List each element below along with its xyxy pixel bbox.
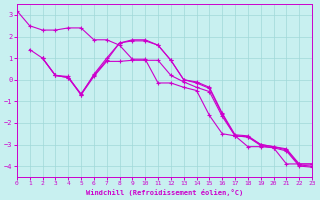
X-axis label: Windchill (Refroidissement éolien,°C): Windchill (Refroidissement éolien,°C) — [86, 189, 243, 196]
